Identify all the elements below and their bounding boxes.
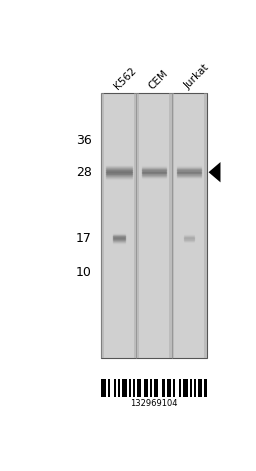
Text: 28: 28 bbox=[76, 166, 92, 179]
Bar bbox=[101, 93, 104, 357]
Text: 132969104: 132969104 bbox=[130, 399, 178, 408]
Bar bbox=[114, 379, 116, 398]
Text: CEM: CEM bbox=[147, 68, 170, 91]
Bar bbox=[136, 93, 139, 357]
Text: 17: 17 bbox=[76, 232, 92, 245]
Bar bbox=[198, 379, 202, 398]
Text: K562: K562 bbox=[112, 65, 138, 91]
Bar bbox=[122, 379, 127, 398]
Bar bbox=[190, 379, 192, 398]
Text: 36: 36 bbox=[76, 134, 92, 147]
Text: Jurkat: Jurkat bbox=[182, 62, 211, 91]
Bar bbox=[173, 379, 175, 398]
Bar bbox=[133, 379, 135, 398]
Bar bbox=[162, 379, 165, 398]
Bar bbox=[134, 93, 136, 357]
Bar bbox=[179, 379, 181, 398]
Bar bbox=[172, 93, 174, 357]
Bar bbox=[108, 379, 110, 398]
Text: 10: 10 bbox=[76, 266, 92, 279]
Bar bbox=[144, 379, 148, 398]
Bar bbox=[169, 93, 172, 357]
Bar bbox=[204, 93, 207, 357]
Bar bbox=[194, 379, 196, 398]
Bar bbox=[184, 379, 188, 398]
Bar bbox=[101, 93, 207, 357]
Bar bbox=[205, 379, 207, 398]
Polygon shape bbox=[209, 162, 220, 182]
Bar bbox=[150, 379, 152, 398]
Bar bbox=[137, 379, 141, 398]
Bar bbox=[167, 379, 171, 398]
Bar bbox=[101, 379, 106, 398]
Bar bbox=[129, 379, 131, 398]
Bar bbox=[154, 379, 158, 398]
Bar bbox=[118, 379, 120, 398]
